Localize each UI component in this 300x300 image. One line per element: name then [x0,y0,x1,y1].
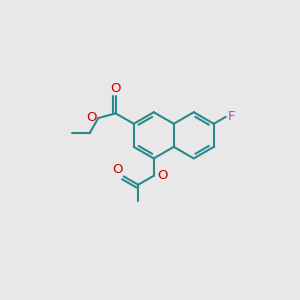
Text: O: O [87,111,97,124]
Text: O: O [112,163,123,176]
Text: O: O [110,82,121,95]
Text: F: F [227,110,235,123]
Text: O: O [157,169,167,182]
